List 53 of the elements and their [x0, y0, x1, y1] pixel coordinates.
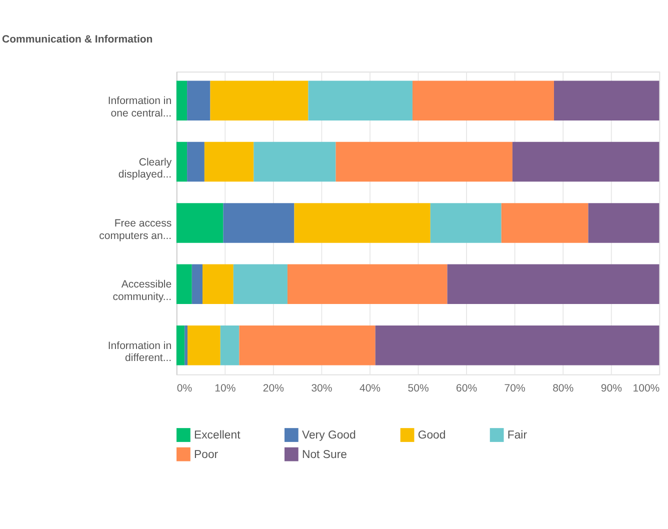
- y-tick-label: Information in different...: [108, 340, 172, 364]
- bar: [188, 325, 220, 366]
- legend-label: Good: [418, 430, 446, 442]
- x-tick-label: 60%: [456, 382, 478, 395]
- bar: [554, 80, 660, 121]
- y-tick-label: Accessible community...: [112, 278, 172, 303]
- legend-label: Poor: [194, 448, 218, 461]
- bar: [204, 142, 254, 182]
- bar: [184, 325, 188, 366]
- y-tick-label: Clearly displayed...: [118, 156, 172, 181]
- bar: [220, 325, 240, 366]
- x-tick-label: 40%: [359, 382, 381, 395]
- x-tick-label: 100%: [632, 382, 660, 395]
- bar: [210, 80, 308, 121]
- legend-label: Fair: [507, 430, 528, 442]
- x-tick-label: 30%: [311, 382, 332, 395]
- bar: [588, 203, 660, 243]
- bar: [176, 80, 188, 121]
- y-tick-label: Information in one central...: [108, 95, 172, 120]
- x-tick-label: 10%: [214, 382, 236, 395]
- bar: [187, 142, 204, 182]
- bar: [294, 203, 430, 243]
- bar: [176, 142, 188, 182]
- bar: [239, 325, 376, 366]
- legend-label: Very Good: [302, 430, 356, 442]
- bar: [176, 203, 224, 243]
- bar: [336, 142, 512, 182]
- bar: [430, 203, 502, 243]
- bar: [176, 325, 185, 366]
- x-tick-label: 0%: [176, 382, 192, 395]
- bar: [202, 264, 234, 304]
- bar: [501, 203, 588, 243]
- x-tick-label: 20%: [262, 382, 284, 395]
- bar: [192, 264, 203, 304]
- y-tick-label: Free access computers an...: [99, 217, 172, 242]
- bar: [412, 80, 554, 121]
- bar: [176, 264, 192, 304]
- bar: [287, 264, 448, 304]
- x-tick-label: 70%: [504, 382, 526, 395]
- legend-label: Not Sure: [302, 448, 347, 461]
- bar: [187, 80, 210, 121]
- bar: [512, 142, 660, 182]
- x-tick-label: 90%: [600, 382, 622, 395]
- bar: [254, 142, 336, 182]
- bar: [375, 325, 660, 366]
- x-tick-label: 50%: [408, 382, 429, 395]
- bar: [233, 264, 288, 304]
- bar: [223, 203, 294, 243]
- bar: [447, 264, 660, 304]
- bar: [308, 80, 413, 121]
- legend-label: Excellent: [194, 430, 242, 442]
- x-tick-label: 80%: [552, 382, 574, 395]
- text: Communication & Information: [2, 34, 153, 46]
